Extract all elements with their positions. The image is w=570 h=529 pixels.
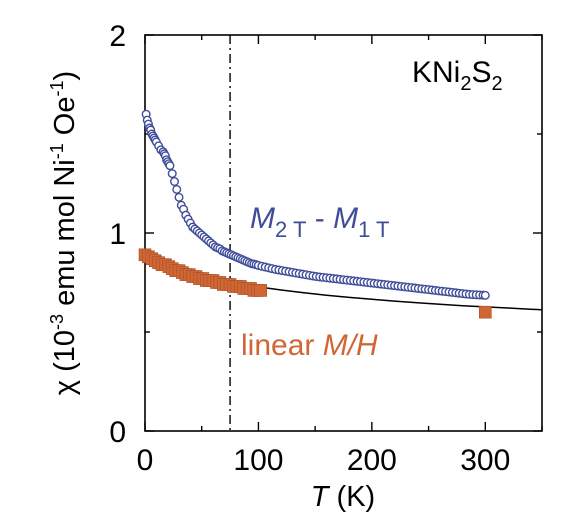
compound-label: KNi2S2 — [412, 56, 503, 95]
x-axis-unit: (K) — [329, 481, 376, 513]
y-axis-mid2: Oe — [49, 97, 81, 144]
y-tick-label: 0 — [109, 416, 126, 449]
data-point-circle — [169, 177, 179, 187]
data-point-square — [478, 305, 492, 319]
x-axis-symbol: T — [311, 481, 331, 513]
data-point-square — [254, 284, 267, 297]
compound-d: 2 — [491, 73, 502, 95]
y-axis-exp1: -3 — [47, 314, 67, 330]
series2-label: linear M/H — [241, 329, 378, 362]
y-axis-exp3: -1 — [47, 80, 67, 96]
series-m2t-m1t — [141, 109, 490, 300]
s1-dash: - — [306, 202, 333, 235]
series-linear-mh — [138, 248, 492, 319]
data-point-circle — [172, 184, 182, 194]
s2-linear: linear — [241, 329, 323, 362]
y-tick-label: 1 — [109, 218, 126, 251]
data-point-circle — [165, 161, 175, 171]
x-axis-title: T (K) — [311, 481, 375, 513]
x-tick-label: 300 — [460, 444, 510, 477]
x-tick-label: 100 — [233, 444, 283, 477]
y-axis-mid: emu mol Ni — [49, 159, 81, 314]
s1-sub-a: 2 T — [275, 217, 306, 242]
s1-m-b: M — [333, 202, 358, 235]
x-tick-label: 200 — [347, 444, 397, 477]
y-axis-title: χ (10-3 emu mol Ni-1 Oe-1) — [47, 71, 81, 395]
compound-a: KNi — [412, 56, 460, 89]
axis-ticks — [144, 34, 543, 432]
s2-mh: M/H — [323, 329, 378, 362]
data-point-circle — [480, 290, 490, 300]
series1-label: M2 T - M1 T — [250, 202, 389, 242]
y-tick-label: 2 — [109, 20, 126, 53]
compound-c: S — [471, 56, 491, 89]
y-axis-suffix: ) — [49, 71, 81, 81]
s1-sub-b: 1 T — [358, 217, 389, 242]
data-point-circle — [167, 169, 177, 179]
x-tick-label: 0 — [137, 444, 154, 477]
tick-labels: 0 100 200 300 0 1 2 — [109, 20, 510, 477]
y-axis-prefix: χ (10 — [49, 330, 81, 395]
compound-b: 2 — [460, 73, 471, 95]
data-point-circle — [174, 192, 184, 202]
y-axis-exp2: -1 — [47, 143, 67, 159]
s1-m-a: M — [250, 202, 275, 235]
